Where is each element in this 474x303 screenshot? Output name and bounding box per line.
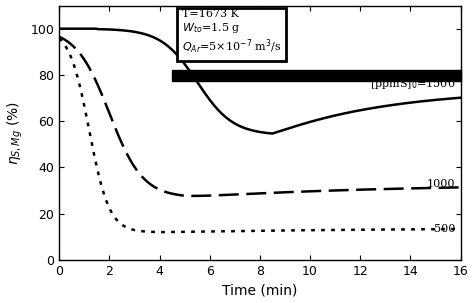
Text: [ppmS]$_0$=1500: [ppmS]$_0$=1500 bbox=[370, 77, 456, 91]
Text: 1000: 1000 bbox=[427, 179, 456, 189]
X-axis label: Time (min): Time (min) bbox=[222, 283, 298, 298]
Text: 500: 500 bbox=[434, 224, 456, 234]
Text: T=1673 K
$W_{to}$=1.5 g
$Q_{Ar}$=5×10$^{-7}$ m$^3$/s: T=1673 K $W_{to}$=1.5 g $Q_{Ar}$=5×10$^{… bbox=[182, 9, 281, 56]
Bar bbox=[172, 70, 461, 81]
Y-axis label: $\eta_{S,Mg}$ (%): $\eta_{S,Mg}$ (%) bbox=[6, 101, 25, 165]
